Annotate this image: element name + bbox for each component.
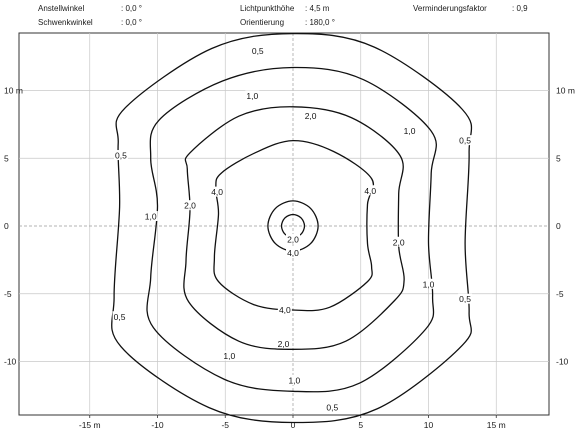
level-label: 0,5 (459, 294, 471, 304)
y-tick-label-right: -5 (556, 289, 564, 299)
level-label: 0,5 (115, 151, 127, 161)
level-label-bg (363, 185, 378, 196)
y-tick-label-left: 10 m (4, 86, 23, 96)
level-label-bg (277, 304, 292, 315)
x-tick-label: -15 m (79, 420, 101, 430)
level-label-bg (325, 402, 340, 413)
level-label-bg (250, 45, 265, 56)
level-label: 1,0 (145, 212, 157, 222)
level-label-bg (286, 247, 300, 258)
lichtpunkthoehe-value: : 4,5 m (305, 4, 330, 13)
y-tick-label-left: -5 (4, 289, 12, 299)
level-label-bg (303, 110, 318, 121)
level-label-bg (421, 278, 436, 289)
lichtpunkthoehe-label: Lichtpunkthöhe (240, 4, 295, 13)
anstellwinkel-label: Anstellwinkel (38, 4, 85, 13)
level-label: 0,5 (114, 312, 126, 322)
level-label: 0,5 (326, 403, 338, 413)
level-label: 1,0 (223, 351, 235, 361)
level-label-bg (113, 150, 128, 161)
level-label: 1,0 (423, 279, 435, 289)
isoline-2-0 (183, 106, 405, 350)
level-label-bg (143, 211, 158, 222)
grid-layer (19, 33, 549, 418)
isoline-4-0 (213, 139, 375, 312)
level-label-bg (287, 374, 302, 385)
level-label: 1,0 (246, 91, 258, 101)
level-label-bg (402, 125, 417, 136)
level-label-bg (210, 186, 225, 197)
level-label: 1,0 (288, 375, 300, 385)
isoline-1-0 (146, 66, 437, 393)
level-label: 2,0 (287, 235, 299, 245)
level-label: 2,0 (278, 339, 290, 349)
x-tick-label: 5 (358, 420, 363, 430)
x-tick-label: 10 (424, 420, 434, 430)
level-label: 2,0 (184, 201, 196, 211)
y-tick-label-right: 10 m (556, 86, 575, 96)
contour-label-layer: 0,5 0,5 0,5 0,5 0,5 0,5 1,0 1,0 1,0 1,0 1,0 1,0 2,0 2… (112, 45, 473, 413)
y-tick-label-right: 0 (556, 221, 561, 231)
x-tick-label: 15 m (487, 420, 506, 430)
y-tick-label-left: -10 (4, 357, 17, 367)
level-label: 2,0 (305, 111, 317, 121)
tick-label-layer: -15 m -10 -5 0 5 10 15 m 10 m 10 m 5 5 0 0 -5 -5 -10 -10 (4, 86, 575, 431)
schwenkwinkel-label: Schwenkwinkel (38, 18, 93, 27)
level-label: 0,5 (459, 136, 471, 146)
y-tick-label-right: -10 (556, 357, 569, 367)
level-label: 4,0 (279, 305, 291, 315)
isoline-0-5 (111, 32, 473, 424)
level-label-bg (391, 236, 406, 247)
plot-frame (18, 32, 550, 416)
level-label-bg (245, 90, 260, 101)
orientierung-label: Orientierung (240, 18, 285, 27)
y-tick-label-right: 5 (556, 153, 561, 163)
level-label: 4,0 (364, 186, 376, 196)
level-label: 4,0 (211, 187, 223, 197)
level-label-bg (286, 234, 300, 245)
level-label-bg (183, 200, 198, 211)
schwenkwinkel-value: : 0,0 ° (121, 18, 142, 27)
x-tick-label: -5 (221, 420, 229, 430)
level-label-bg (276, 338, 291, 349)
level-label: 1,0 (404, 126, 416, 136)
contour-layer (111, 32, 473, 424)
y-tick-label-left: 0 (4, 221, 9, 231)
level-label: 0,5 (252, 46, 264, 56)
level-label-bg (222, 350, 237, 361)
x-tick-label: 0 (291, 420, 296, 430)
level-label: 2,0 (393, 237, 405, 247)
verminderungsfaktor-label: Verminderungsfaktor (413, 4, 487, 13)
anstellwinkel-value: : 0,0 ° (121, 4, 142, 13)
x-tick-label: -10 (151, 420, 164, 430)
verminderungsfaktor-value: : 0,9 (512, 4, 528, 13)
level-label-bg (458, 293, 473, 304)
level-label: 4,0 (287, 248, 299, 258)
y-tick-label-left: 5 (4, 153, 9, 163)
level-label-bg (112, 311, 127, 322)
level-label-bg (458, 135, 473, 146)
orientierung-value: : 180,0 ° (305, 18, 335, 27)
